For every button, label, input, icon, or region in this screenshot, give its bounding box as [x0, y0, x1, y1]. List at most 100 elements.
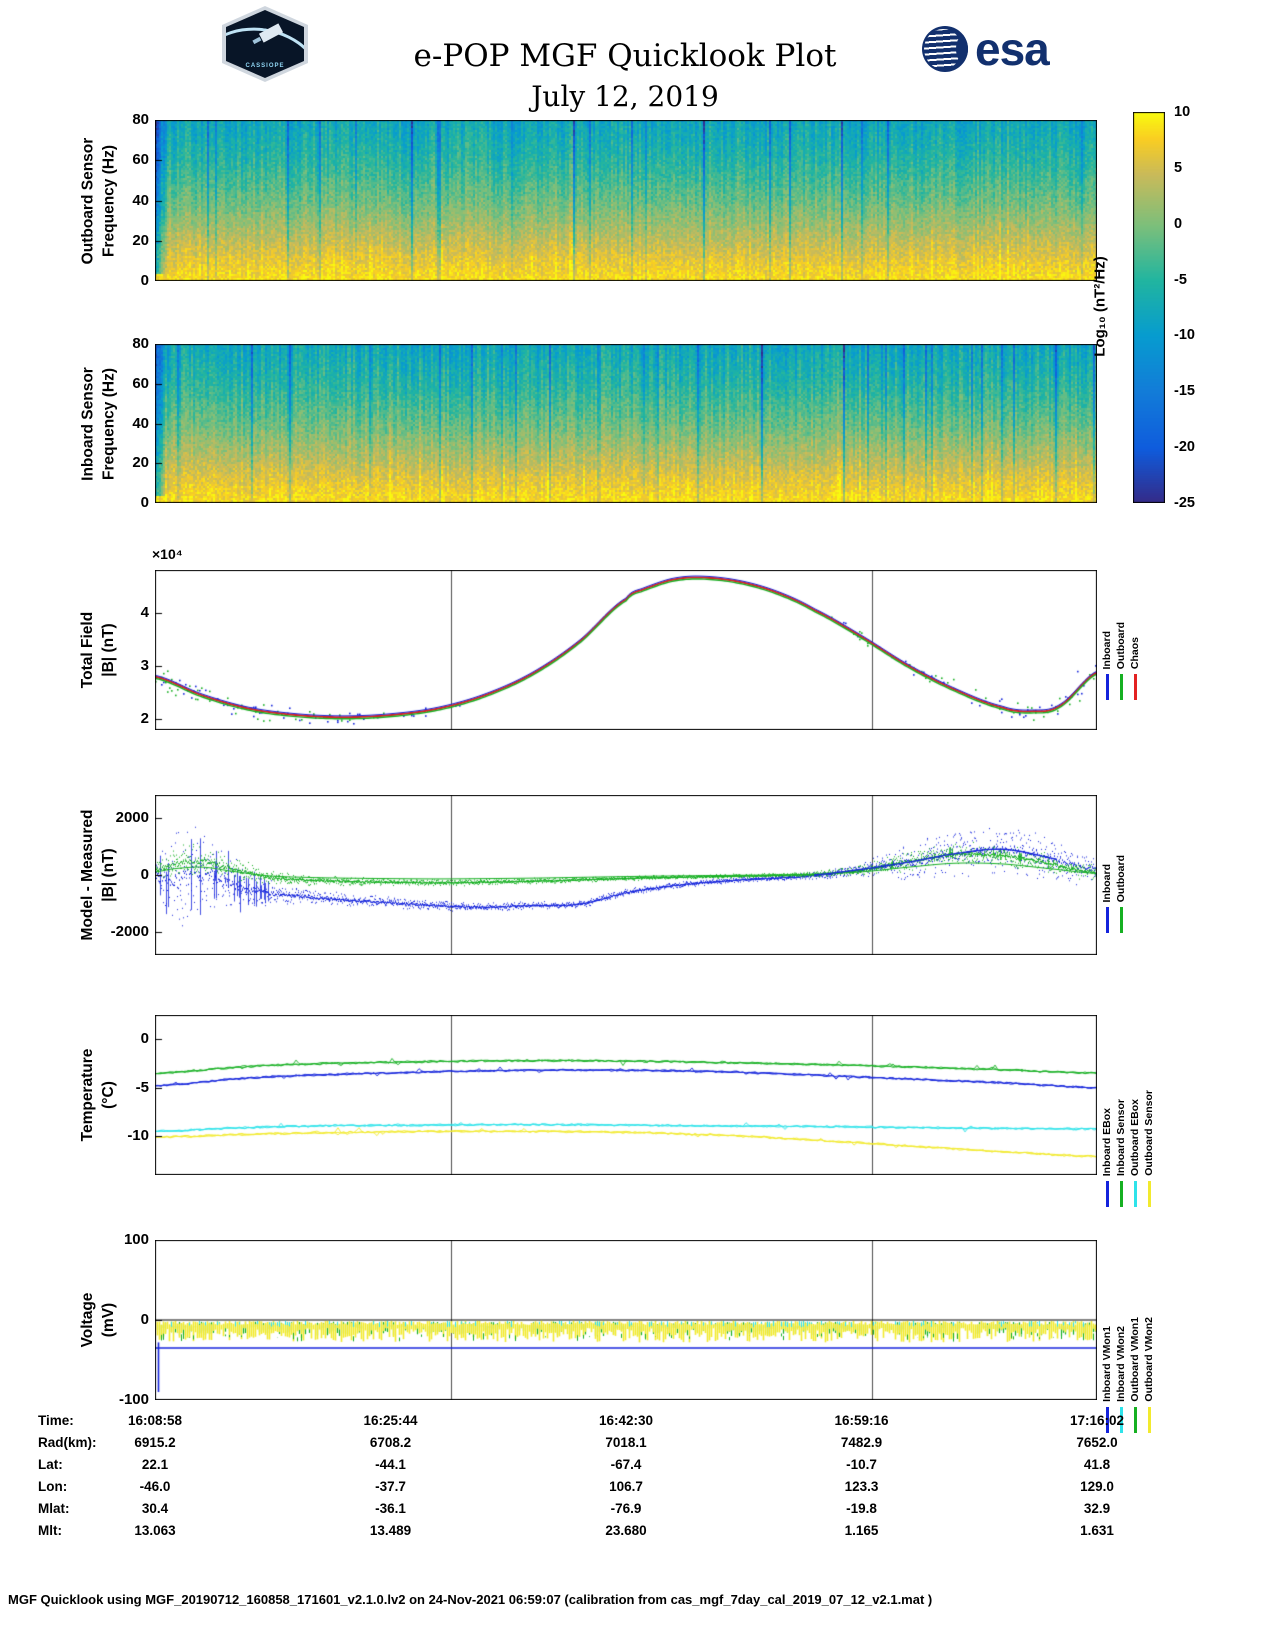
ephemeris-value: 16:08:58 [127, 1413, 183, 1428]
ytick-voltage-100: 100 [123, 1231, 149, 1248]
ytick-voltage--100: -100 [118, 1391, 149, 1408]
ephemeris-value: 17:16:02 [1069, 1413, 1125, 1428]
ylabel-model-measured: Model - Measured |B| (nT) [79, 809, 117, 941]
ephemeris-row-label-time: Time: [38, 1413, 74, 1428]
colorbar-tick-0: 0 [1174, 216, 1183, 232]
colorbar-gradient [1133, 112, 1165, 503]
voltage-canvas [155, 1240, 1097, 1400]
ephemeris-value: 129.0 [1080, 1479, 1114, 1494]
legend-label: Inboard Sensor [1115, 1098, 1127, 1176]
ytick-spec-outboard-20: 20 [132, 232, 149, 249]
legend-item-inboard: Inboard [1101, 631, 1113, 700]
ytick-spec-inboard-60: 60 [132, 375, 149, 392]
ylabel-temperature: Temperature (°C) [79, 1048, 117, 1142]
legend-label: Outboard [1115, 621, 1127, 669]
ytick-total-field-3: 3 [140, 657, 149, 674]
ytick-spec-inboard-80: 80 [132, 335, 149, 352]
legend-swatch [1106, 907, 1109, 933]
legend-temperature: Inboard EBox Inboard Sensor Outboard EBox O… [1101, 1090, 1155, 1207]
legend-swatch [1134, 1407, 1137, 1433]
cassiope-mission-logo: CASSIOPE [222, 6, 308, 82]
ephemeris-value: 32.9 [1083, 1501, 1111, 1516]
legend-item-inboard-vmon2: Inboard VMon2 [1115, 1326, 1127, 1433]
ephemeris-row-label-lat: Lat: [38, 1457, 63, 1472]
ephemeris-value: 7652.0 [1076, 1435, 1118, 1450]
ylabel-spec-outboard: Outboard Sensor Frequency (Hz) [79, 137, 117, 265]
ylabel-total-field: Total Field |B| (nT) [79, 611, 117, 689]
ytick-spec-inboard-0: 0 [140, 494, 149, 511]
legend-item-chaos: Chaos [1129, 636, 1141, 700]
colorbar-tick--15: -15 [1174, 383, 1195, 399]
legend-label: Outboard EBox [1129, 1098, 1141, 1176]
ytick-voltage-0: 0 [140, 1311, 149, 1328]
spec-outboard-canvas [155, 120, 1097, 281]
ephemeris-value: -46.0 [139, 1479, 171, 1494]
ephemeris-row-label-lon: Lon: [38, 1479, 68, 1494]
ytick-spec-outboard-80: 80 [132, 111, 149, 128]
logo-hexagon: CASSIOPE [226, 10, 304, 78]
spec-inboard-canvas [155, 344, 1097, 503]
ephemeris-value: 16:25:44 [363, 1413, 418, 1428]
legend-voltage: Inboard VMon1 Inboard VMon2 Outboard VMon1… [1101, 1317, 1155, 1433]
legend-swatch [1120, 1407, 1123, 1433]
legend-label: Inboard VMon1 [1101, 1326, 1113, 1402]
legend-item-outboard-vmon2: Outboard VMon2 [1143, 1317, 1155, 1433]
ephemeris-value: 7018.1 [605, 1435, 647, 1450]
exp-label-total-field: ×10⁴ [152, 546, 183, 562]
ytick-model-measured--2000: -2000 [110, 923, 149, 940]
ephemeris-value: 7482.9 [840, 1435, 883, 1450]
panel-temperature [155, 1015, 1097, 1175]
legend-swatch [1106, 674, 1109, 700]
ephemeris-value: -76.9 [610, 1501, 642, 1516]
legend-swatch [1106, 1407, 1109, 1433]
ephemeris-value: -37.7 [375, 1479, 406, 1494]
ephemeris-value: 6708.2 [369, 1435, 412, 1450]
legend-item-outboard: Outboard [1115, 855, 1127, 933]
ephemeris-value: 16:59:16 [834, 1413, 889, 1428]
legend-label: Outboard Sensor [1143, 1090, 1155, 1176]
legend-swatch [1148, 1181, 1151, 1207]
colorbar-tick-10: 10 [1174, 104, 1191, 120]
ephemeris-value: 123.3 [844, 1479, 879, 1494]
mission-name: CASSIOPE [245, 63, 285, 69]
ephemeris-value: 1.165 [844, 1523, 879, 1538]
ytick-temperature--5: -5 [135, 1079, 149, 1096]
panel-spec-inboard [155, 344, 1097, 503]
ytick-temperature-0: 0 [140, 1030, 149, 1047]
legend-label: Outboard VMon2 [1143, 1317, 1155, 1402]
ytick-model-measured-0: 0 [140, 866, 149, 883]
ephemeris-value: -36.1 [375, 1501, 406, 1516]
legend-swatch [1120, 1181, 1123, 1207]
esa-globe-icon [922, 26, 968, 72]
ephemeris-value: 1.631 [1080, 1523, 1114, 1538]
ylabel-spec-inboard: Inboard Sensor Frequency (Hz) [79, 367, 117, 481]
legend-swatch [1106, 1181, 1109, 1207]
legend-label: Chaos [1129, 636, 1141, 669]
ephemeris-row-label-mlat: Mlat: [38, 1501, 70, 1516]
panel-total-field [155, 570, 1097, 730]
ephemeris-value: -19.8 [846, 1501, 877, 1516]
legend-item-inboard-vmon1: Inboard VMon1 [1101, 1326, 1113, 1433]
ephemeris-value: 13.063 [134, 1523, 176, 1538]
legend-item-outboard-ebox: Outboard EBox [1129, 1098, 1141, 1207]
legend-label: Inboard VMon2 [1115, 1326, 1127, 1402]
ephemeris-value: -10.7 [846, 1457, 877, 1472]
ephemeris-value: 41.8 [1083, 1457, 1111, 1472]
ephemeris-value: -44.1 [375, 1457, 406, 1472]
colorbar-label: Log₁₀ (nT²/Hz) [1091, 256, 1109, 357]
ytick-spec-inboard-40: 40 [132, 415, 149, 432]
esa-logo: esa [922, 26, 1050, 72]
colorbar-tick--25: -25 [1174, 495, 1195, 511]
ephemeris-value: 106.7 [609, 1479, 643, 1494]
ytick-model-measured-2000: 2000 [115, 809, 149, 826]
ylabel-voltage: Voltage (mV) [79, 1292, 117, 1348]
ytick-spec-inboard-20: 20 [132, 454, 149, 471]
legend-swatch [1134, 1181, 1137, 1207]
colorbar-tick--10: -10 [1174, 327, 1195, 343]
plot-date: July 12, 2019 [531, 80, 719, 113]
legend-model-measured: Inboard Outboard [1101, 855, 1127, 933]
ephemeris-value: 16:42:30 [598, 1413, 654, 1428]
ytick-spec-outboard-0: 0 [140, 272, 149, 289]
legend-label: Inboard [1101, 863, 1113, 903]
